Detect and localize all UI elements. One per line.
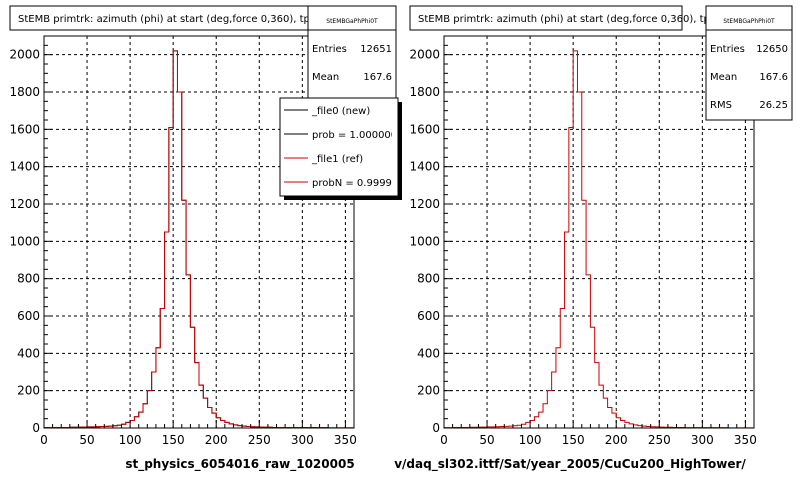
x-tick-label: 200: [605, 433, 628, 447]
y-tick-label: 400: [417, 346, 440, 360]
x-tick-label: 300: [691, 433, 714, 447]
stats-label: Entries: [312, 44, 347, 55]
x-tick-label: 150: [162, 433, 185, 447]
stats-value: 167.6: [363, 72, 392, 83]
stats-name: StEMBGaPhPhi0T: [723, 18, 775, 25]
title-box: [409, 5, 683, 31]
stats-label: Mean: [312, 72, 339, 83]
y-tick-label: 1000: [9, 234, 40, 248]
x-tick-label: 250: [248, 433, 271, 447]
title-box: [9, 5, 311, 31]
stats-label: RMS: [710, 100, 732, 111]
chart-title: StEMB primtrk: azimuth (phi) at start (d…: [418, 14, 715, 25]
legend-label: _file0 (new): [311, 106, 370, 117]
x-tick-label: 50: [79, 433, 94, 447]
chart-panel-1: 0 50 100 150 200 250 300 350 0 200 400 600 800 1000 12…: [9, 5, 402, 472]
y-tick-label: 200: [417, 384, 440, 398]
legend-label: prob = 1.000000: [312, 130, 397, 141]
y-tick-label: 800: [417, 272, 440, 286]
x-tick-label: 0: [440, 433, 448, 447]
x-tick-label: 0: [40, 433, 48, 447]
y-tick-label: 600: [17, 309, 40, 323]
x-tick-label: 250: [648, 433, 671, 447]
y-tick-label: 0: [32, 421, 40, 435]
legend-box: [279, 97, 399, 197]
y-tick-label: 800: [17, 272, 40, 286]
stats-label: Mean: [710, 72, 737, 83]
x-axis-title: st_physics_6054016_raw_1020005: [125, 457, 354, 472]
y-tick-label: 0: [432, 421, 440, 435]
y-tick-label: 1400: [9, 160, 40, 174]
x-tick-label: 350: [734, 433, 757, 447]
x-tick-label: 150: [562, 433, 585, 447]
stats-value: 12650: [756, 44, 788, 55]
y-tick-label: 2000: [409, 48, 440, 62]
x-tick-label: 100: [519, 433, 542, 447]
y-tick-label: 1800: [9, 85, 40, 99]
y-tick-label: 1200: [409, 197, 440, 211]
stats-name: StEMBGaPhPhi0T: [326, 18, 378, 25]
y-tick-label: 1600: [9, 122, 40, 136]
y-tick-label: 600: [417, 309, 440, 323]
legend-entries: _file0 (new) prob = 1.000000 _file1 (ref) p…: [284, 106, 398, 189]
y-tick-label: 1000: [409, 234, 440, 248]
y-tick-label: 1400: [409, 160, 440, 174]
x-tick-label: 50: [479, 433, 494, 447]
y-tick-label: 1200: [9, 197, 40, 211]
legend-label: probN = 0.99998: [312, 178, 398, 189]
y-tick-label: 1800: [409, 85, 440, 99]
chart-panel-2: 0 50 100 150 200 250 300 350 0 200 400 600 800 1000 12…: [394, 5, 793, 472]
x-tick-label: 300: [291, 433, 314, 447]
stats-value: 26.25: [759, 100, 788, 111]
stats-value: 12651: [360, 44, 392, 55]
stats-label: Entries: [710, 44, 745, 55]
y-tick-label: 200: [17, 384, 40, 398]
x-axis-title: v/daq_sl302.ittf/Sat/year_2005/CuCu200_H…: [394, 457, 746, 472]
stats-box: [307, 5, 397, 113]
chart-title: StEMB primtrk: azimuth (phi) at start (d…: [18, 14, 315, 25]
y-tick-label: 1600: [409, 122, 440, 136]
legend-label: _file1 (ref): [311, 154, 363, 165]
x-tick-label: 350: [334, 433, 357, 447]
y-tick-label: 2000: [9, 48, 40, 62]
x-tick-label: 100: [119, 433, 142, 447]
stats-value: 167.6: [759, 72, 788, 83]
y-tick-label: 400: [17, 346, 40, 360]
stats-box: [705, 5, 793, 121]
x-tick-label: 200: [205, 433, 228, 447]
